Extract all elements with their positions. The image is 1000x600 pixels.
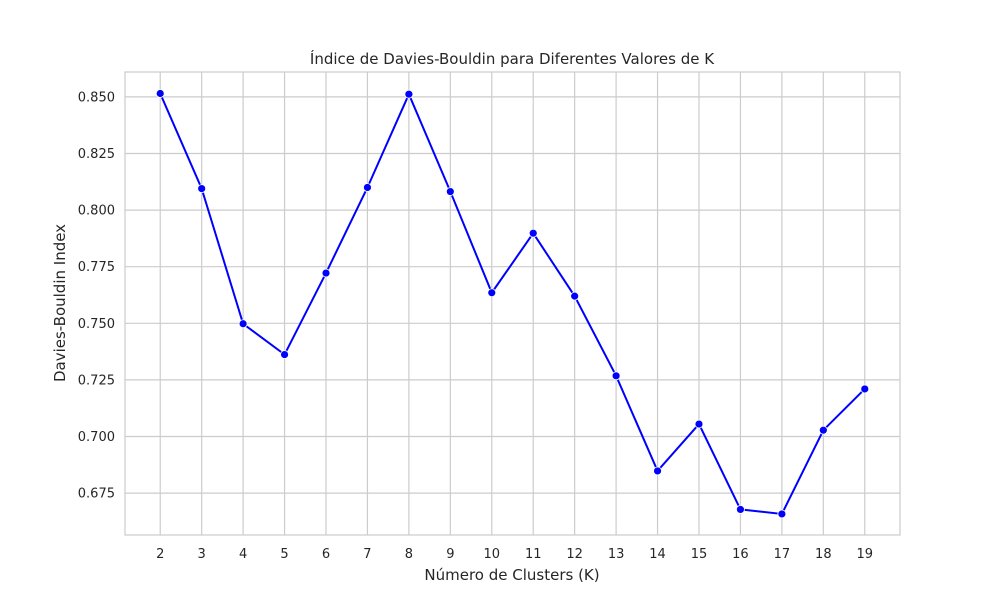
x-tick-label: 13 [608, 547, 625, 562]
grid [125, 72, 900, 535]
y-tick-label: 0.700 [78, 430, 115, 445]
data-point [280, 350, 289, 359]
data-point [155, 89, 165, 98]
x-tick-label: 10 [484, 547, 501, 562]
y-tick-label: 0.725 [78, 373, 115, 388]
data-point [238, 319, 248, 329]
series-layer [159, 91, 866, 516]
y-tick-label: 0.850 [78, 90, 115, 105]
x-tick-label: 7 [363, 547, 371, 562]
x-tick-label: 3 [198, 547, 206, 562]
plot-area-frame [124, 71, 901, 536]
x-tick-label: 6 [322, 547, 330, 562]
data-point [694, 419, 704, 429]
x-tick-label: 4 [239, 547, 247, 562]
y-tick-label: 0.750 [78, 317, 115, 332]
chart-title: Índice de Davies-Bouldin para Diferentes… [310, 49, 715, 68]
x-tick-label: 11 [525, 547, 542, 562]
data-point [777, 509, 787, 519]
points-layer [155, 89, 870, 519]
data-point [818, 425, 828, 435]
x-tick-label: 18 [815, 547, 832, 562]
x-tick-label: 12 [566, 547, 583, 562]
x-tick-label: 8 [405, 547, 413, 562]
y-axis-label: Davies-Bouldin Index [51, 224, 69, 382]
x-tick-label: 15 [691, 547, 708, 562]
data-point [860, 384, 870, 394]
data-point [528, 228, 538, 238]
y-tick-labels: 0.675 0.700 0.725 0.750 0.775 0.800 0.825 0.850 [78, 90, 115, 501]
y-tick-label: 0.675 [78, 487, 115, 502]
data-point [321, 268, 331, 278]
data-point [611, 371, 621, 381]
y-tick-label: 0.825 [78, 147, 115, 162]
data-point [197, 184, 207, 193]
series-line [159, 91, 866, 516]
data-point [445, 187, 455, 196]
y-tick-label: 0.775 [78, 260, 115, 275]
x-tick-label: 5 [280, 547, 288, 562]
data-point [653, 466, 662, 476]
x-tick-label: 9 [446, 547, 454, 562]
data-point [404, 89, 414, 99]
y-tick-label: 0.800 [78, 204, 115, 219]
x-tick-label: 16 [732, 547, 749, 562]
x-tick-labels: 2 3 4 5 6 7 8 9 10 11 12 13 14 15 16 17 18 19 [156, 547, 873, 562]
x-tick-label: 14 [649, 547, 666, 562]
x-tick-label: 19 [856, 547, 873, 562]
data-point [736, 505, 745, 514]
data-point [570, 291, 580, 301]
data-point [363, 183, 372, 192]
x-tick-label: 17 [774, 547, 791, 562]
x-axis-label: Número de Clusters (K) [424, 566, 599, 584]
x-tick-label: 2 [156, 547, 164, 562]
data-point [487, 288, 497, 298]
